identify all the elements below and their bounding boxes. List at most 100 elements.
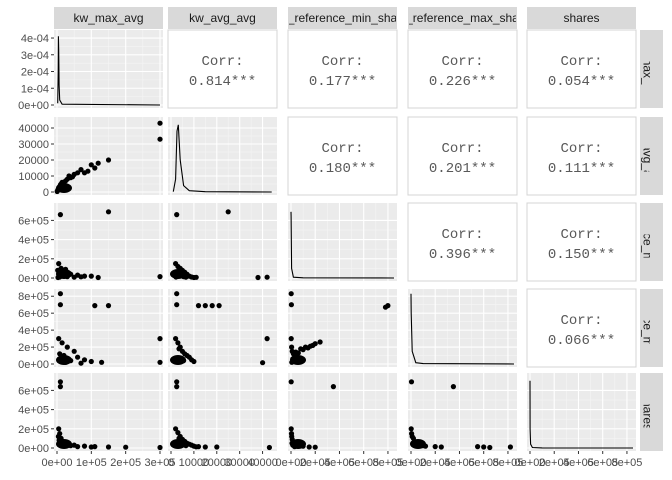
y-tick-label: 0 [43,187,49,199]
column-strip-label: shares [563,11,599,25]
scatter-point [173,426,179,432]
correlation-panel: Corr: 0.066*** [526,288,637,368]
y-tick-label: 4e+05 [18,325,49,337]
correlation-panel: Corr: 0.396*** [407,202,518,282]
scatter-point [214,444,220,450]
corr-label: Corr: [560,54,602,70]
scatter-point [507,444,513,450]
scatter-point [288,336,294,342]
scatter-point [288,302,294,308]
scatter-point [176,435,182,441]
scatter-point [183,443,189,449]
density-panel [288,203,397,281]
scatter-point [63,266,69,272]
correlation-panel: Corr: 0.150*** [526,202,637,282]
x-tick-label: 8e+05 [372,457,403,469]
corr-label: Corr: [560,227,602,243]
scatter-point [105,303,112,309]
scatter-point [78,360,84,366]
scatter-point [71,274,77,280]
scatter-point [95,160,101,166]
scatter-panel [54,117,163,195]
scatter-point [408,426,414,432]
row-strip-label: ference_max_ [641,290,655,366]
scatter-point [173,336,179,342]
x-tick-label: 6e+05 [348,457,379,469]
x-tick-label: 4e+05 [563,457,594,469]
scatter-point [305,345,311,351]
y-tick-label: 2e+05 [18,424,49,436]
scatter-point [64,274,70,280]
scatter-panel [54,203,163,281]
scatter-point [95,274,101,281]
row-strip: ference_min_ [640,203,663,281]
row-strip-label: ference_min_ [641,206,655,279]
scatter-point [157,359,163,365]
y-tick-label: 0e+00 [18,443,49,455]
scatter-point [191,358,197,365]
y-tick-label: 4e+05 [18,235,49,247]
scatter-point [88,444,94,450]
scatter-point [176,346,182,352]
scatter-point [105,209,112,215]
scatter-point [183,274,189,280]
column-strip: _reference_max_sha [405,7,519,29]
scatter-point [88,358,94,365]
scatter-point [300,443,306,449]
scatter-point [292,444,298,450]
y-tick-label: 4e-04 [21,33,49,45]
scatter-panel [168,203,277,281]
row-strip: kw_max_avg [640,30,663,108]
correlation-panel: Corr: 0.201*** [407,116,518,196]
correlation-panel: Corr: 0.111*** [526,116,637,196]
scatter-panel [54,289,163,367]
scatter-point [105,157,112,163]
y-tick-label: 6e+05 [18,385,49,397]
density-panel [408,289,517,367]
scatter-point [57,351,63,357]
scatter-point [56,261,62,267]
scatter-point [55,274,61,281]
x-tick-label: 40000 [247,457,278,469]
scatter-point [294,354,300,360]
scatter-point [81,443,88,449]
correlation-panel: Corr: 0.177*** [287,29,398,109]
corr-value: 0.054*** [548,74,615,90]
scatter-point [78,167,84,173]
y-tick-label: 6e+05 [18,215,49,227]
scatter-point [175,340,181,346]
corr-value: 0.396*** [429,247,496,263]
scatter-point [438,444,444,450]
scatter-point [57,291,64,297]
scatter-point [55,267,61,273]
corr-value: 0.201*** [429,161,496,177]
scatter-point [330,384,336,390]
scatter-point [487,444,493,451]
row-strip: ference_max_ [640,289,663,367]
column-strip: kw_max_avg [54,7,163,29]
scatter-point [450,384,456,390]
scatter-point [176,268,182,274]
scatter-point [157,136,163,142]
corr-value: 0.180*** [309,161,376,177]
scatter-point [173,274,179,280]
y-tick-label: 4e+05 [18,405,49,417]
column-strip-label: kw_max_avg [73,11,143,25]
column-strip-label: _reference_max_sha [405,11,519,25]
scatter-point [264,336,270,342]
scatter-point [410,440,416,446]
scatter-point [310,342,316,348]
scatter-panel [168,373,277,451]
y-tick-label: 6e+05 [18,308,49,320]
scatter-point [92,165,98,171]
y-tick-label: 8e+05 [18,291,49,303]
scatter-point [195,303,202,309]
x-tick-label: 0 [168,457,174,469]
corr-label: Corr: [201,54,243,70]
density-curve [290,211,395,279]
scatter-point [57,182,64,188]
scatter-point [174,384,180,390]
row-strip-label: kw_max_avg [641,34,655,104]
scatter-point [432,444,438,450]
scatter-point [202,303,208,309]
